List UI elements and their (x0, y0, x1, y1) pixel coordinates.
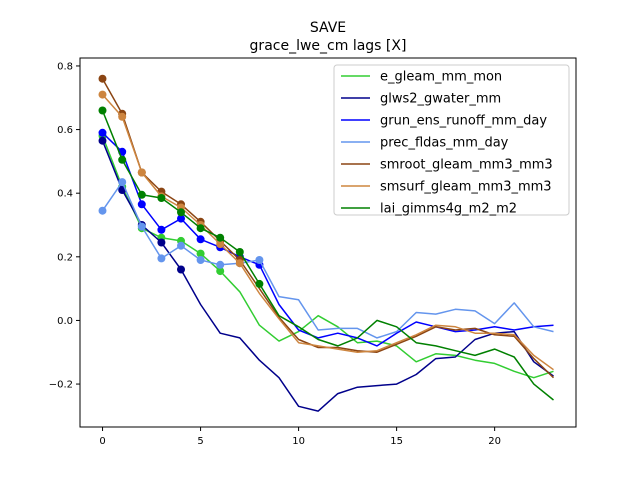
plot-frame (79, 57, 577, 428)
series-marker-5-1 (118, 112, 127, 121)
series-marker-6-4 (177, 208, 185, 217)
series-marker-5-6 (216, 240, 225, 249)
series-marker-3-1 (118, 178, 127, 187)
series-marker-6-2 (137, 190, 146, 199)
series-marker-3-8 (255, 256, 264, 264)
series-marker-3-4 (177, 241, 185, 250)
y-tick-label: 0.4 (57, 189, 73, 200)
chart-subtitle: grace_lwe_cm lags [X] (250, 38, 407, 54)
series-lines (98, 74, 555, 412)
series-marker-1-3 (157, 238, 166, 247)
series-marker-6-5 (196, 224, 205, 233)
legend-label-4: smroot_gleam_mm3_mm3 (380, 158, 553, 173)
series-marker-0-5 (196, 249, 205, 258)
legend-label-3: prec_fldas_mm_day (380, 136, 509, 151)
y-tick-label: 0.6 (57, 125, 73, 136)
series-marker-6-6 (216, 233, 225, 242)
legend-box (333, 64, 570, 216)
y-tick-label: −0.2 (49, 380, 73, 391)
y-tick-label: 0.2 (57, 252, 73, 263)
x-tick-label: 20 (488, 436, 501, 447)
series-marker-2-0 (98, 128, 107, 137)
series-marker-6-0 (98, 106, 107, 115)
legend-label-6: lai_gimms4g_m2_m2 (380, 202, 517, 217)
legend-label-5: smsurf_gleam_mm3_mm3 (380, 180, 552, 195)
chart-title: SAVE (310, 20, 346, 36)
series-line-6 (101, 110, 554, 401)
series-line-1 (101, 140, 554, 412)
series-marker-6-8 (255, 279, 264, 288)
x-tick-label: 5 (197, 436, 203, 447)
series-marker-3-3 (157, 254, 166, 263)
series-marker-2-5 (196, 235, 205, 244)
series-marker-2-4 (177, 214, 185, 223)
x-tick-label: 10 (292, 436, 305, 447)
series-marker-3-2 (137, 222, 146, 231)
series-marker-2-3 (157, 225, 166, 234)
series-marker-6-7 (235, 248, 244, 256)
series-marker-6-3 (157, 194, 166, 202)
legend-label-0: e_gleam_mm_mon (380, 70, 502, 85)
series-marker-3-0 (98, 206, 107, 215)
legend-label-1: glws2_gwater_mm (380, 92, 501, 107)
x-tick-label: 15 (390, 436, 403, 447)
legend-label-2: grun_ens_runoff_mm_day (380, 114, 547, 129)
series-marker-3-5 (196, 256, 205, 264)
y-tick-label: 0.0 (57, 316, 73, 327)
x-tick-label: 0 (99, 436, 105, 447)
series-marker-2-2 (137, 200, 146, 209)
series-marker-3-6 (216, 260, 225, 269)
series-marker-1-4 (177, 265, 185, 274)
series-marker-5-0 (98, 90, 107, 99)
legend: e_gleam_mm_mon glws2_gwater_mm grun_ens_ru… (333, 64, 570, 217)
series-marker-1-0 (98, 136, 107, 145)
axes: 0 5 10 15 20 −0.2 0.0 0.2 0.4 0.6 0.8 (49, 57, 577, 447)
series-marker-5-2 (137, 168, 146, 177)
series-marker-4-0 (98, 74, 107, 83)
series-marker-5-7 (235, 259, 244, 268)
series-marker-0-6 (216, 267, 225, 276)
y-tick-label: 0.8 (57, 61, 73, 72)
series-marker-6-1 (118, 155, 127, 164)
